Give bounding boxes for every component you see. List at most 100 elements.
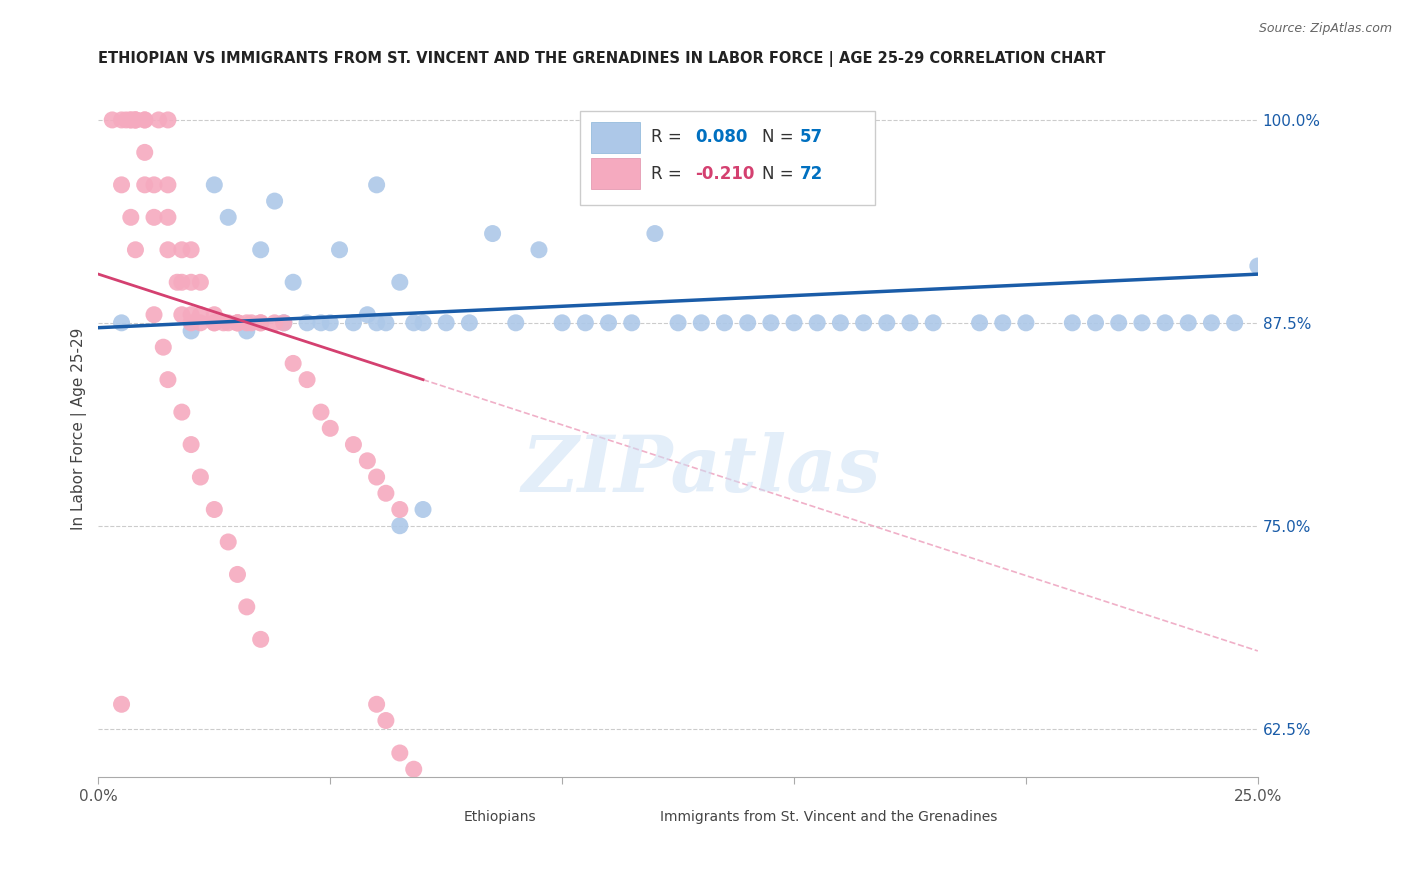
Point xyxy=(226,316,249,330)
Point xyxy=(226,567,249,582)
Point xyxy=(969,316,991,330)
Point xyxy=(190,470,212,484)
Point xyxy=(388,275,411,289)
Point xyxy=(180,437,202,451)
Point xyxy=(830,316,852,330)
Point xyxy=(156,243,179,257)
Point xyxy=(505,835,527,849)
Point xyxy=(236,316,259,330)
Text: Ethiopians: Ethiopians xyxy=(464,810,536,824)
Point xyxy=(309,316,332,330)
Point xyxy=(1062,316,1084,330)
Point xyxy=(402,316,425,330)
Text: N =: N = xyxy=(762,128,799,146)
Point xyxy=(783,316,806,330)
Text: N =: N = xyxy=(762,165,799,183)
Point xyxy=(134,145,156,160)
Text: -0.210: -0.210 xyxy=(696,165,755,183)
Point xyxy=(217,316,239,330)
Point xyxy=(319,421,342,435)
Point xyxy=(166,275,188,289)
Point xyxy=(458,316,481,330)
Text: Source: ZipAtlas.com: Source: ZipAtlas.com xyxy=(1258,22,1392,36)
Point xyxy=(170,275,193,289)
Point xyxy=(356,454,378,468)
Point xyxy=(551,316,574,330)
Point xyxy=(388,746,411,760)
Point xyxy=(295,373,318,387)
Point xyxy=(249,632,271,647)
Point xyxy=(110,698,132,712)
FancyBboxPatch shape xyxy=(591,122,640,153)
Point xyxy=(190,275,212,289)
Point xyxy=(1108,316,1130,330)
Point xyxy=(263,194,285,208)
Point xyxy=(180,316,202,330)
Point xyxy=(273,316,295,330)
Point xyxy=(124,112,146,127)
Point xyxy=(1201,316,1223,330)
Point xyxy=(374,714,396,728)
Point xyxy=(366,470,388,484)
Point xyxy=(1154,316,1177,330)
Point xyxy=(366,698,388,712)
Point xyxy=(1130,316,1153,330)
Point xyxy=(991,316,1014,330)
Point xyxy=(190,316,212,330)
Point xyxy=(190,308,212,322)
Point xyxy=(388,502,411,516)
Point xyxy=(273,316,295,330)
Point xyxy=(156,373,179,387)
Text: Immigrants from St. Vincent and the Grenadines: Immigrants from St. Vincent and the Gren… xyxy=(659,810,997,824)
Point xyxy=(295,316,318,330)
Point xyxy=(281,275,304,289)
Point xyxy=(202,178,225,192)
Point xyxy=(170,405,193,419)
Point xyxy=(124,243,146,257)
Point xyxy=(120,211,142,225)
Text: 0.080: 0.080 xyxy=(696,128,748,146)
Text: R =: R = xyxy=(651,165,688,183)
Point xyxy=(620,316,643,330)
Point xyxy=(249,316,271,330)
Text: ZIPatlas: ZIPatlas xyxy=(522,432,882,508)
Point xyxy=(412,502,434,516)
Point xyxy=(374,316,396,330)
Point xyxy=(412,316,434,330)
Point xyxy=(120,112,142,127)
Point xyxy=(319,316,342,330)
Point xyxy=(806,316,828,330)
Point xyxy=(143,308,166,322)
Point xyxy=(342,316,364,330)
Point xyxy=(124,112,146,127)
Point xyxy=(134,112,156,127)
Point xyxy=(366,316,388,330)
Point xyxy=(1084,316,1107,330)
Point xyxy=(240,316,263,330)
Point xyxy=(143,178,166,192)
Point xyxy=(148,112,170,127)
Point xyxy=(374,486,396,500)
FancyBboxPatch shape xyxy=(591,158,640,189)
Point xyxy=(156,112,179,127)
Point xyxy=(527,243,550,257)
Point xyxy=(170,308,193,322)
Text: 72: 72 xyxy=(800,165,823,183)
Point xyxy=(110,112,132,127)
Point xyxy=(152,340,174,354)
Point xyxy=(115,112,138,127)
Text: 57: 57 xyxy=(800,128,823,146)
Point xyxy=(574,316,596,330)
Point xyxy=(309,405,332,419)
Text: R =: R = xyxy=(651,128,688,146)
Point xyxy=(134,112,156,127)
Point xyxy=(202,502,225,516)
Point xyxy=(249,316,271,330)
Y-axis label: In Labor Force | Age 25-29: In Labor Force | Age 25-29 xyxy=(72,327,87,530)
Point xyxy=(402,762,425,776)
Point xyxy=(434,316,457,330)
Point xyxy=(110,316,132,330)
Point xyxy=(366,178,388,192)
Point xyxy=(1223,316,1246,330)
Point xyxy=(898,316,921,330)
